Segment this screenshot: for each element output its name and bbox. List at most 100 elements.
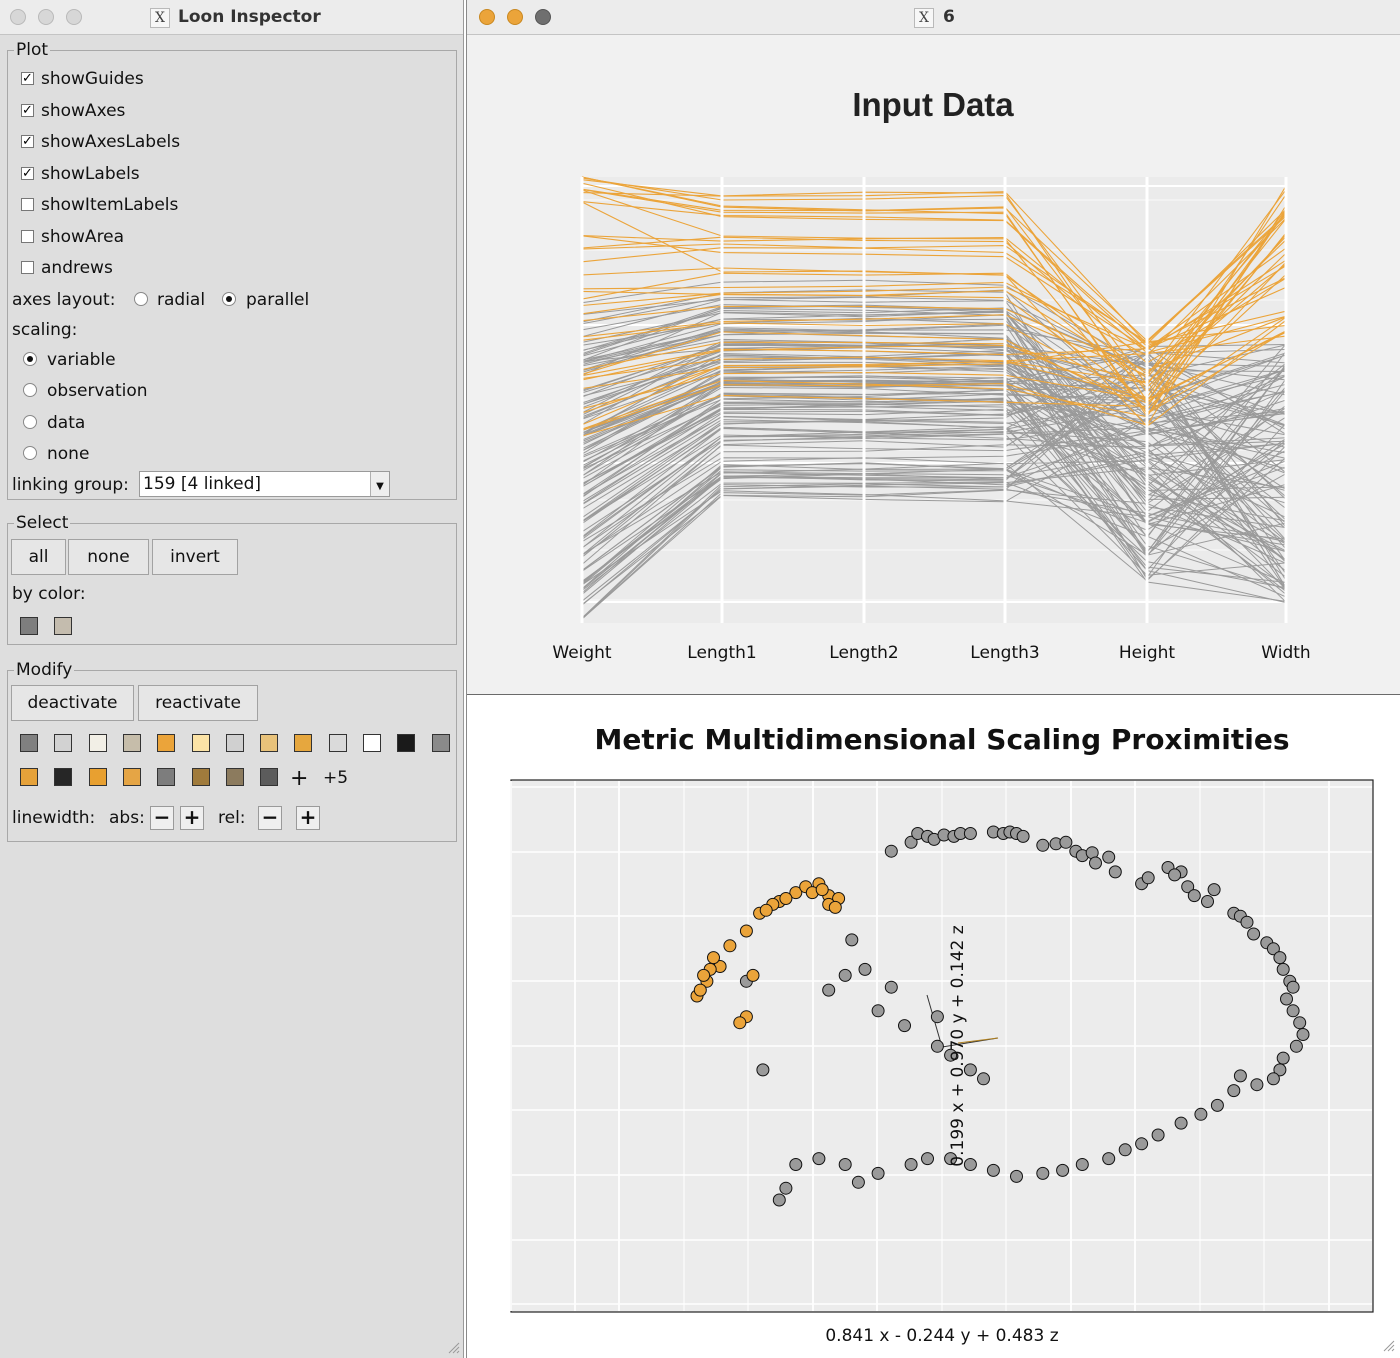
checkbox-showAxes[interactable]: ✓ [21, 102, 34, 118]
data-point[interactable] [756, 1063, 770, 1077]
checkbox-showGuides[interactable]: ✓ [21, 71, 34, 86]
close-window-button[interactable] [10, 9, 26, 25]
data-point[interactable] [884, 844, 898, 858]
scaling-observation-radio[interactable] [23, 383, 37, 397]
data-point[interactable] [1194, 1107, 1208, 1121]
data-point[interactable] [851, 1175, 865, 1189]
axes-layout-parallel-radio[interactable] [222, 292, 236, 306]
checkbox-showArea[interactable] [21, 229, 34, 243]
data-point[interactable] [921, 1152, 934, 1166]
data-point-highlighted[interactable] [693, 983, 707, 997]
data-point[interactable] [1293, 1016, 1307, 1030]
scaling-data-radio[interactable] [23, 415, 37, 429]
data-point-highlighted[interactable] [739, 924, 753, 938]
data-point[interactable] [1151, 1128, 1165, 1142]
plots-canvas[interactable]: Input Data Weight Length1 Length2 Length3 He… [467, 0, 1400, 1358]
data-point[interactable] [1207, 883, 1221, 897]
linewidth-rel-minus-button[interactable]: − [258, 806, 282, 830]
data-point[interactable] [1240, 915, 1254, 929]
data-point[interactable] [1286, 1004, 1300, 1018]
modify-color-swatch[interactable] [157, 768, 176, 786]
modify-color-swatch[interactable] [397, 734, 416, 752]
select-color-swatch[interactable] [54, 617, 72, 635]
modify-color-swatch[interactable] [122, 768, 141, 786]
data-point[interactable] [1135, 1137, 1149, 1151]
linewidth-rel-plus-button[interactable]: + [296, 806, 320, 830]
data-point[interactable] [963, 827, 977, 840]
data-point[interactable] [904, 835, 918, 849]
reactivate-button[interactable]: reactivate [138, 685, 258, 721]
data-point[interactable] [944, 1152, 958, 1166]
data-point-highlighted[interactable] [707, 951, 720, 965]
data-point[interactable] [1016, 829, 1030, 843]
data-point[interactable] [871, 1166, 885, 1180]
checkbox-showLabels[interactable]: ✓ [21, 165, 34, 181]
data-point[interactable] [1296, 1028, 1310, 1041]
data-point[interactable] [1075, 1158, 1089, 1171]
modify-color-swatch[interactable] [328, 734, 347, 752]
data-point[interactable] [1089, 856, 1102, 870]
data-point-highlighted[interactable] [746, 968, 760, 982]
data-point[interactable] [963, 1063, 977, 1077]
checkbox-andrews[interactable] [21, 261, 34, 274]
resize-grip-icon[interactable] [1381, 1338, 1395, 1352]
data-point[interactable] [1036, 838, 1050, 852]
data-point[interactable] [930, 1010, 944, 1024]
resize-grip-icon[interactable] [446, 1340, 460, 1354]
zoom-window-button[interactable] [66, 9, 82, 25]
select-color-swatch[interactable] [20, 617, 38, 635]
modify-color-swatch[interactable] [225, 768, 244, 786]
data-point[interactable] [1276, 962, 1290, 976]
modify-color-swatch[interactable] [88, 768, 107, 786]
data-point[interactable] [1168, 868, 1182, 882]
data-point[interactable] [858, 962, 872, 976]
modify-color-swatch[interactable] [157, 734, 176, 752]
data-point[interactable] [1289, 1039, 1303, 1053]
modify-color-swatch[interactable] [54, 768, 73, 786]
data-point[interactable] [838, 968, 852, 982]
checkbox-showItemLabels[interactable] [21, 198, 34, 211]
data-point[interactable] [1102, 850, 1116, 864]
data-point-highlighted[interactable] [789, 886, 803, 900]
modify-color-swatch[interactable] [122, 734, 141, 752]
data-point[interactable] [1210, 1098, 1224, 1112]
data-point[interactable] [1280, 992, 1293, 1006]
data-point[interactable] [1273, 1063, 1287, 1077]
modify-color-swatch[interactable] [294, 734, 313, 752]
data-point[interactable] [930, 1039, 944, 1053]
data-point[interactable] [838, 1158, 852, 1171]
data-point[interactable] [845, 933, 859, 947]
data-point-highlighted[interactable] [723, 939, 737, 953]
data-point[interactable] [1187, 889, 1201, 903]
data-point[interactable] [1266, 1072, 1280, 1086]
data-point[interactable] [944, 1048, 958, 1062]
scaling-none-radio[interactable] [23, 446, 37, 460]
data-point[interactable] [1036, 1166, 1050, 1180]
modify-color-swatch[interactable] [20, 768, 38, 786]
data-point-highlighted[interactable] [759, 903, 773, 917]
data-point[interactable] [986, 1163, 1000, 1177]
data-point[interactable] [1201, 895, 1214, 908]
data-point[interactable] [1010, 1169, 1023, 1183]
data-point[interactable] [1286, 980, 1300, 994]
data-point-highlighted[interactable] [828, 900, 842, 914]
data-point[interactable] [1276, 1051, 1290, 1065]
data-point[interactable] [1273, 951, 1287, 965]
linewidth-abs-minus-button[interactable]: − [150, 806, 174, 830]
checkbox-showAxesLabels[interactable]: ✓ [21, 134, 34, 149]
data-point[interactable] [789, 1158, 803, 1171]
data-point[interactable] [1250, 1078, 1264, 1092]
linking-group-combobox[interactable]: 159 [4 linked] ▼ [139, 471, 390, 497]
modify-color-swatch[interactable] [20, 734, 38, 752]
data-point[interactable] [1118, 1143, 1132, 1157]
modify-color-swatch[interactable] [191, 768, 210, 786]
deactivate-button[interactable]: deactivate [11, 685, 134, 721]
data-point[interactable] [963, 1158, 977, 1171]
linewidth-abs-plus-button[interactable]: + [180, 806, 204, 830]
modify-color-swatch[interactable] [54, 734, 73, 752]
data-point[interactable] [904, 1158, 918, 1171]
modify-color-swatch[interactable] [260, 768, 279, 786]
data-point-highlighted[interactable] [697, 968, 711, 982]
data-point[interactable] [779, 1181, 793, 1195]
data-point[interactable] [1174, 1116, 1188, 1130]
